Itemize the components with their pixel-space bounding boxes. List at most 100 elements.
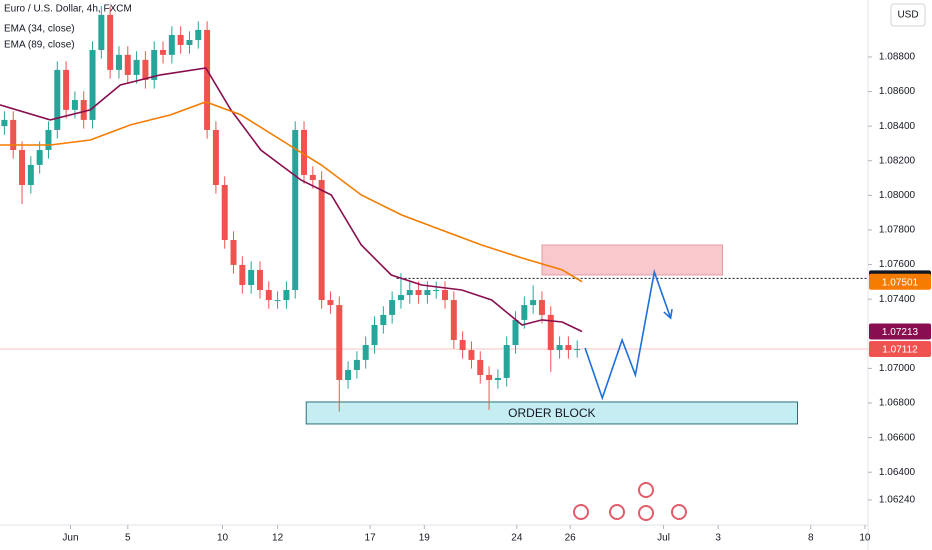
x-tick-label: Jun [62,533,78,544]
candle-body [556,345,563,351]
candle-body [468,350,475,360]
candle-body [494,377,501,380]
event-icon[interactable] [671,504,687,520]
candle-body [160,50,167,55]
x-tick-label: 3 [715,533,721,544]
ema-line [0,101,583,283]
x-tick-label: 19 [419,533,431,544]
price-label-box [869,323,931,340]
event-icon[interactable] [638,505,654,521]
candle-body [221,184,228,241]
candle-body [380,314,387,325]
x-tick-label: 12 [272,533,284,544]
candle-body [292,129,299,291]
price-label: 1.07112 [882,345,918,356]
y-tick-label: 1.08400 [879,121,916,132]
candle-body [530,300,537,306]
supply-zone [541,244,724,276]
projection-path [584,268,672,401]
x-tick-label: 10 [859,533,871,544]
candle-body [450,300,457,341]
candle-body [415,290,422,296]
candle-body [256,269,263,291]
candle-body [371,324,378,346]
candle-body [442,290,449,301]
y-tick-label: 1.07000 [879,363,916,374]
order-block [305,401,799,425]
event-icon[interactable] [609,504,625,520]
candle-body [19,150,26,185]
candle-body [503,345,510,378]
candle-body [283,290,290,301]
price-label-box [869,273,931,290]
indicator-label: EMA (34, close) [4,24,75,35]
candle-body [239,264,246,285]
candle-body [151,50,158,80]
candle-body [98,14,105,51]
candle-body [248,269,255,285]
x-tick-label: 26 [565,533,577,544]
candle-body [115,54,122,70]
y-tick-label: 1.06800 [879,398,916,409]
candle-body [397,295,404,301]
event-icons [573,482,687,521]
x-tick-label: 8 [808,533,814,544]
candle-body [63,69,70,110]
candle-body [336,305,343,380]
indicator-label: EMA (89, close) [4,40,75,51]
candle-body [512,319,519,346]
y-tick-label: 1.08800 [879,52,916,63]
candle-body [230,240,237,265]
x-tick-label: 17 [365,533,377,544]
candle-body [1,119,8,127]
candle-body [477,359,484,375]
chart-title: Euro / U.S. Dollar, 4h, FXCM [4,4,132,15]
event-icon[interactable] [573,504,589,520]
candle-body [71,100,78,110]
candle-body [406,290,413,296]
candle-body [177,34,184,45]
y-tick-label: 1.07600 [879,259,916,270]
candle-body [274,300,281,302]
candle-body [389,300,396,315]
candle-body [186,39,193,45]
x-tick-label: 5 [125,533,131,544]
currency-box[interactable] [890,3,926,27]
y-tick-label: 1.08000 [879,190,916,201]
candle-body [124,54,131,75]
zone-label: ORDER BLOCK [508,406,595,420]
candle-body [424,290,431,296]
y-tick-label: 1.06400 [879,467,916,478]
y-tick-label: 1.08200 [879,155,916,166]
event-icon[interactable] [638,482,654,498]
candle-body [195,29,202,40]
y-tick-label: 1.08600 [879,86,916,97]
x-tick-label: 10 [217,533,229,544]
y-tick-label: 1.07400 [879,294,916,305]
candle-body [301,129,308,175]
candle-body [204,29,211,130]
candle-body [362,345,369,360]
projection-arrowhead [663,309,673,320]
candle-body [45,129,52,151]
candle-body [486,374,493,380]
candle-body [54,69,61,130]
candle-body [133,59,140,75]
candle-body [538,300,545,315]
candle-body [353,359,360,370]
price-label: 1.07213 [882,327,919,338]
x-tick-label: 24 [511,533,523,544]
candle-body [36,150,43,165]
price-label-box [869,341,931,358]
currency: USD [897,10,918,21]
candle-body [80,100,87,120]
candle-body [574,349,581,351]
candle-body [142,59,149,80]
candle-body [107,14,114,70]
candle-body [318,179,325,301]
candle-body [168,34,175,55]
price-label: 1.07501 [882,277,919,288]
y-tick-label: 1.07800 [879,225,916,236]
